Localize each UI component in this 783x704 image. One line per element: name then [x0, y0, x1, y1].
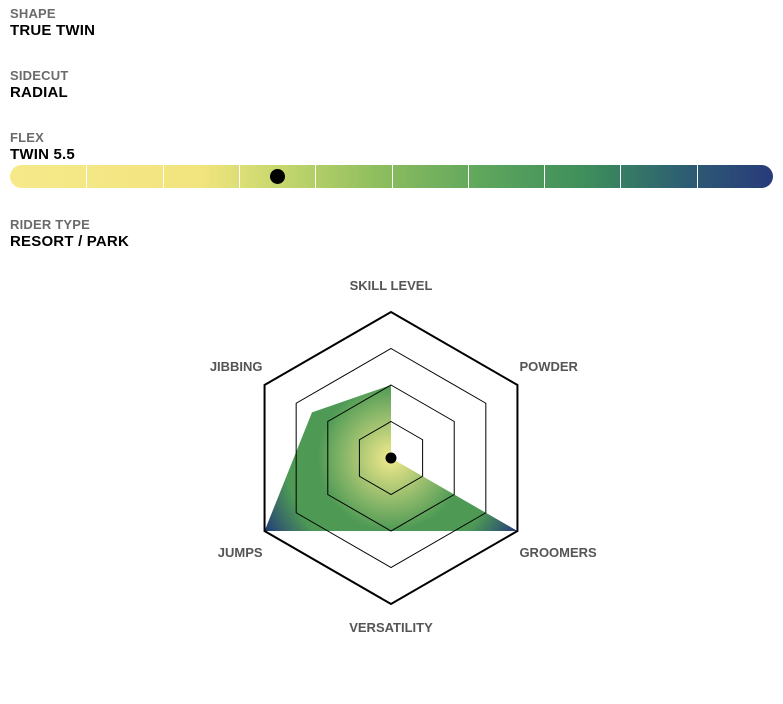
shape-label: SHAPE: [10, 6, 56, 21]
sidecut-value: RADIAL: [10, 84, 68, 101]
radar-chart: SKILL LEVEL POWDER GROOMERS VERSATILITY JUMP…: [210, 278, 597, 635]
flex-divider: [162, 165, 164, 188]
shape-value: TRUE TWIN: [10, 22, 96, 39]
flex-scale-bar: [10, 165, 773, 188]
flex-marker: [269, 169, 285, 184]
radar-axis-label: GROOMERS: [519, 545, 597, 560]
spec-sidecut: SIDECUT RADIAL: [10, 68, 68, 102]
radar-axis-label: SKILL LEVEL: [350, 278, 433, 293]
spec-shape: SHAPE TRUE TWIN: [10, 6, 95, 40]
flex-divider: [544, 165, 546, 188]
flex-divider: [86, 165, 88, 188]
flex-divider: [620, 165, 622, 188]
radar-grid-ring: [358, 420, 424, 496]
radar-axis-label: VERSATILITY: [349, 620, 433, 635]
sidecut-label: SIDECUT: [10, 68, 69, 83]
rider-type-label: RIDER TYPE: [10, 217, 91, 232]
radar-outer-ring: [263, 310, 519, 606]
flex-divider: [391, 165, 393, 188]
rider-type-value: RESORT / PARK: [10, 233, 129, 250]
spec-flex: FLEX TWIN 5.5: [10, 130, 75, 164]
radar-axis-label: POWDER: [519, 359, 578, 374]
flex-divider: [696, 165, 698, 188]
radar-axis-label: JIBBING: [210, 359, 263, 374]
radar-center-dot: [385, 452, 397, 464]
radar-grid-ring: [327, 384, 455, 532]
flex-divider: [238, 165, 240, 188]
flex-label: FLEX: [10, 130, 45, 145]
flex-divider: [467, 165, 469, 188]
radar-grid-ring: [295, 347, 487, 569]
flex-value: TWIN 5.5: [10, 146, 75, 163]
spec-rider-type: RIDER TYPE RESORT / PARK: [10, 217, 129, 251]
flex-divider: [315, 165, 317, 188]
radar-axis-label: JUMPS: [218, 545, 263, 560]
